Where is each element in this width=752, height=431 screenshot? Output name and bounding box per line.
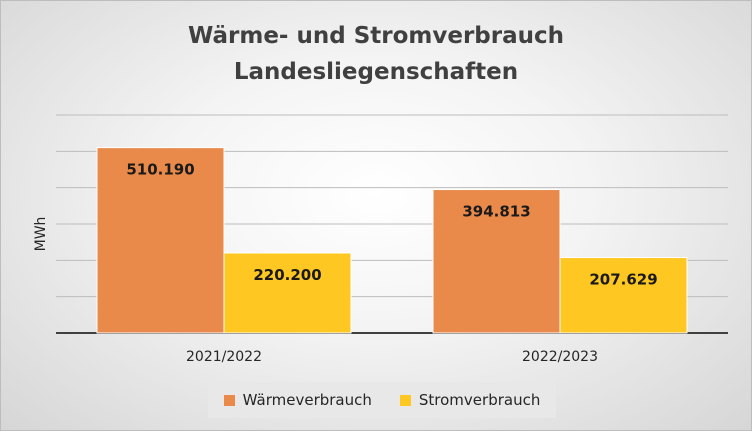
legend: Wärmeverbrauch Stromverbrauch	[208, 382, 556, 418]
data-label: 510.190	[126, 161, 194, 179]
x-tick-label: 2021/2022	[186, 349, 262, 365]
data-label: 394.813	[462, 203, 530, 221]
data-label: 220.200	[253, 266, 321, 284]
legend-item: Stromverbrauch	[399, 391, 541, 409]
bar-stromverbrauch-2	[559, 257, 688, 334]
chart-subtitle: Landesliegenschaften	[233, 59, 519, 85]
y-axis-label: MWh	[33, 217, 49, 252]
x-tick-label: 2022/2023	[522, 349, 598, 365]
data-label: 207.629	[589, 271, 657, 289]
data-labels: 510.190 220.200 394.813 207.629	[126, 161, 657, 289]
bar-wärmeverbrauch-1	[96, 147, 225, 334]
legend-swatch	[399, 394, 411, 406]
legend-item: Wärmeverbrauch	[223, 391, 372, 409]
legend-swatch	[223, 394, 235, 406]
legend-label: Wärmeverbrauch	[242, 391, 372, 409]
chart-title: Wärme- und Stromverbrauch	[187, 23, 565, 49]
bar-wärmeverbrauch-2	[432, 189, 561, 334]
bar-stromverbrauch-1	[223, 252, 352, 334]
bars	[96, 147, 688, 334]
x-axis-ticks: 2021/2022 2022/2023	[186, 349, 598, 365]
legend-label: Stromverbrauch	[418, 391, 541, 409]
